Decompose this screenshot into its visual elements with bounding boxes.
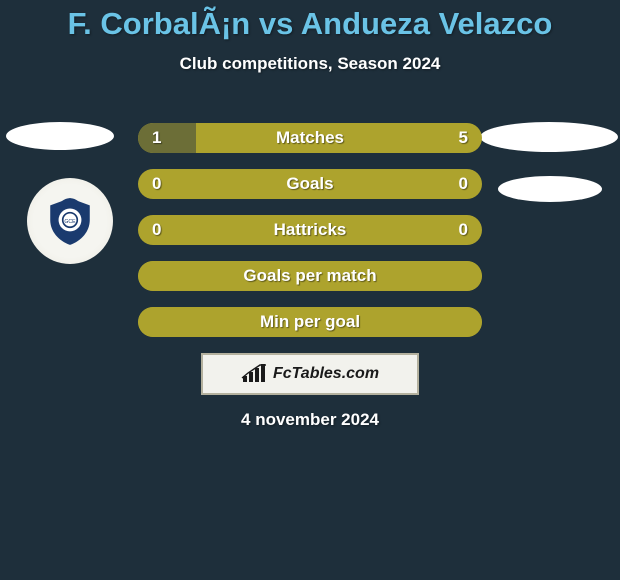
stat-label: Goals (138, 174, 482, 194)
stat-row: Goals per match (138, 261, 482, 291)
stat-row: 0Goals0 (138, 169, 482, 199)
shield-icon: GCE (44, 195, 96, 247)
stat-value-right: 0 (459, 174, 468, 194)
right-ellipse-mid (498, 176, 602, 202)
footer-box: FcTables.com (201, 353, 419, 395)
stat-label: Goals per match (138, 266, 482, 286)
stat-row: Min per goal (138, 307, 482, 337)
stat-label: Min per goal (138, 312, 482, 332)
stat-label: Hattricks (138, 220, 482, 240)
bar-chart-icon (241, 364, 267, 384)
left-ellipse-top (6, 122, 114, 150)
stat-label: Matches (138, 128, 482, 148)
svg-text:GCE: GCE (64, 219, 76, 225)
stat-value-right: 5 (459, 128, 468, 148)
stats-container: 1Matches50Goals00Hattricks0Goals per mat… (138, 123, 482, 353)
subtitle: Club competitions, Season 2024 (0, 54, 620, 74)
club-logo-left: GCE (27, 178, 113, 264)
footer-box-text: FcTables.com (273, 365, 379, 383)
right-ellipse-top (480, 122, 618, 152)
footer-date: 4 november 2024 (0, 410, 620, 430)
stat-row: 1Matches5 (138, 123, 482, 153)
page-title: F. CorbalÃ¡n vs Andueza Velazco (0, 0, 620, 42)
stat-row: 0Hattricks0 (138, 215, 482, 245)
stat-value-right: 0 (459, 220, 468, 240)
